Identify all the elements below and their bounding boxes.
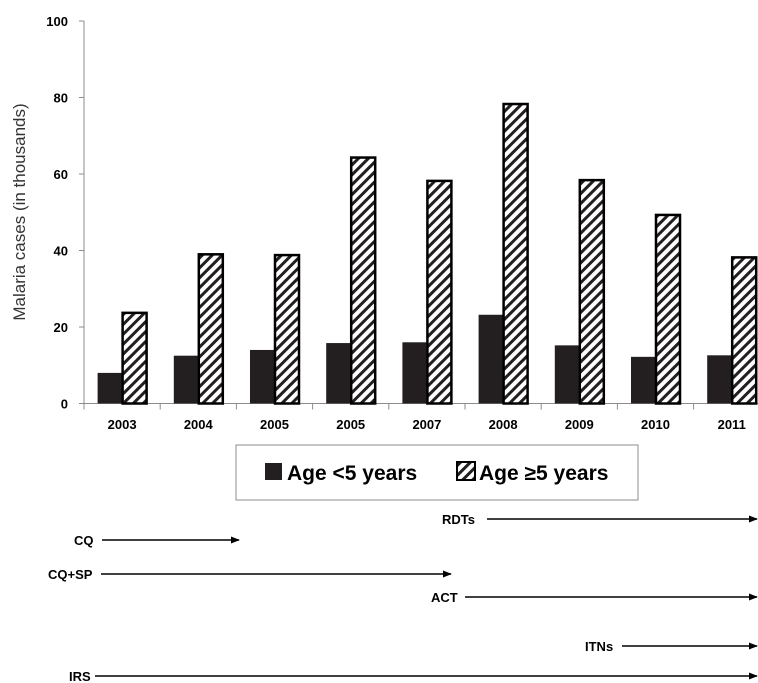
- bar-age-5-plus: [349, 156, 377, 405]
- bar-age-5-plus: [654, 213, 682, 405]
- timeline-label: ITNs: [585, 639, 613, 654]
- bar-age-5-plus: [730, 256, 758, 405]
- bar-age-5-plus: [502, 102, 529, 405]
- x-axis: 2003 2004 2005 2005 2007 2008 2009 2010 2011: [83, 403, 758, 432]
- timeline-label: CQ: [74, 533, 94, 548]
- y-tick-label: 40: [54, 244, 68, 259]
- bars: [97, 102, 758, 405]
- legend-box: [235, 444, 639, 501]
- x-tick-label: 2005: [260, 417, 289, 432]
- timeline-label: ACT: [431, 590, 458, 605]
- y-axis-title: Malaria cases (in thousands): [10, 103, 29, 320]
- legend-label-age-5-plus: Age ≥5 years: [479, 462, 608, 485]
- y-tick-label: 20: [54, 320, 68, 335]
- bar-age-under-5: [554, 345, 579, 404]
- x-tick-label: 2005: [336, 417, 365, 432]
- timeline-label: IRS: [69, 669, 91, 683]
- y-tick-label: 80: [54, 91, 68, 106]
- bar-age-under-5: [707, 355, 732, 404]
- bar-age-5-plus: [273, 253, 301, 405]
- bar-age-5-plus: [578, 178, 606, 405]
- bar-age-5-plus: [121, 311, 148, 405]
- x-tick-label: 2004: [184, 417, 214, 432]
- legend: Age <5 years Age ≥5 years: [235, 444, 639, 501]
- bar-age-under-5: [478, 314, 503, 404]
- bar-age-5-plus: [426, 179, 453, 405]
- intervention-timeline: RDTs CQ CQ+SP ACT ITNs IRS: [48, 512, 758, 683]
- timeline-label: CQ+SP: [48, 567, 93, 582]
- legend-label-age-under-5: Age <5 years: [287, 462, 417, 485]
- bar-age-under-5: [326, 343, 351, 404]
- bar-age-under-5: [402, 342, 427, 404]
- timeline-label: RDTs: [442, 512, 475, 527]
- bar-age-under-5: [97, 372, 122, 404]
- bar-age-under-5: [631, 356, 655, 404]
- x-tick-label: 2003: [108, 417, 137, 432]
- x-tick-label: 2008: [489, 417, 518, 432]
- x-tick-label: 2010: [641, 417, 670, 432]
- x-tick-label: 2007: [412, 417, 441, 432]
- legend-swatch-age-under-5: [265, 463, 282, 480]
- x-tick-label: 2009: [565, 417, 594, 432]
- y-tick-label: 60: [54, 167, 68, 182]
- y-axis: 0 20 40 60 80 100: [46, 14, 85, 412]
- bar-age-under-5: [173, 355, 198, 404]
- y-tick-label: 100: [46, 14, 68, 29]
- legend-swatch-age-5-plus: [456, 461, 476, 481]
- x-tick-label: 2011: [718, 417, 746, 432]
- bar-age-5-plus: [197, 253, 225, 405]
- y-tick-label: 0: [61, 397, 68, 412]
- bar-age-under-5: [250, 349, 274, 404]
